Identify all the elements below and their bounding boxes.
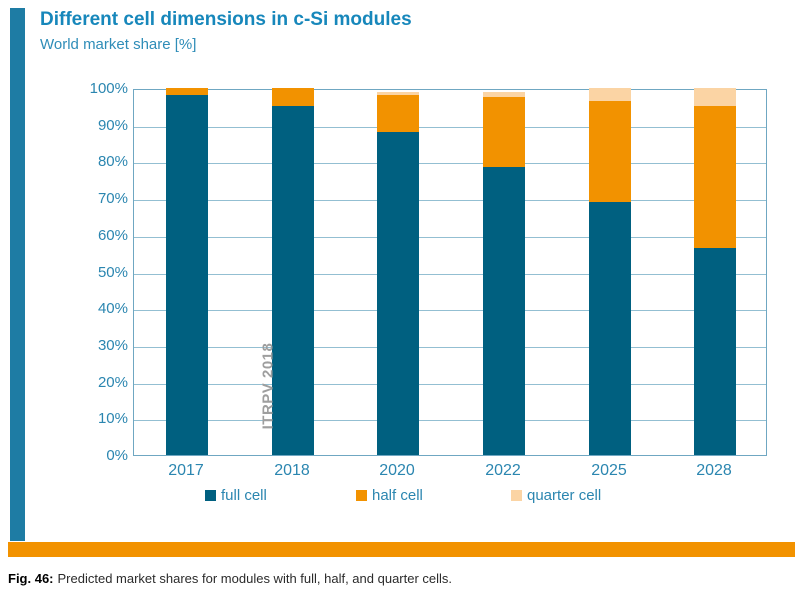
x-tick-2028: 2028 <box>696 462 732 479</box>
legend-item-half-cell: half cell <box>356 487 423 504</box>
bar-segment-quarter-cell-2028 <box>694 88 736 107</box>
bar-segment-full-cell-2022 <box>483 166 525 455</box>
y-tick-50: 50% <box>97 264 128 281</box>
legend-label: full cell <box>221 487 267 504</box>
full-cell-swatch-icon <box>205 490 216 501</box>
gridline-60 <box>134 237 766 238</box>
y-tick-40: 40% <box>97 300 128 317</box>
left-accent-bar <box>10 8 25 541</box>
chart-legend: full cell half cell quarter cell <box>0 487 800 507</box>
y-tick-0: 0% <box>106 447 128 464</box>
y-tick-10: 10% <box>97 410 128 427</box>
y-tick-30: 30% <box>97 337 128 354</box>
legend-item-quarter-cell: quarter cell <box>511 487 601 504</box>
chart-subtitle: World market share [%] <box>40 36 197 53</box>
bar-segment-half-cell-2017 <box>166 88 208 96</box>
bar-segment-quarter-cell-2025 <box>589 88 631 101</box>
bar-2018 <box>272 88 314 455</box>
bar-segment-half-cell-2028 <box>694 106 736 248</box>
bar-2022 <box>483 90 525 455</box>
y-tick-80: 80% <box>97 153 128 170</box>
plot-area <box>133 88 767 456</box>
figure-number: Fig. 46: <box>8 571 54 586</box>
bar-2025 <box>589 88 631 455</box>
bar-segment-half-cell-2022 <box>483 97 525 167</box>
gridline-20 <box>134 384 766 385</box>
bar-segment-half-cell-2020 <box>377 95 419 133</box>
gridline-40 <box>134 310 766 311</box>
x-tick-2020: 2020 <box>379 462 415 479</box>
y-tick-60: 60% <box>97 227 128 244</box>
x-tick-2022: 2022 <box>485 462 521 479</box>
gridline-90 <box>134 127 766 128</box>
y-tick-100: 100% <box>89 80 128 97</box>
bar-2020 <box>377 90 419 455</box>
bar-segment-full-cell-2017 <box>166 95 208 455</box>
y-tick-90: 90% <box>97 117 128 134</box>
bar-segment-quarter-cell-2020 <box>377 91 419 96</box>
bar-segment-quarter-cell-2022 <box>483 91 525 98</box>
footer-accent-bar <box>8 542 795 557</box>
bar-segment-half-cell-2025 <box>589 100 631 202</box>
bar-segment-half-cell-2018 <box>272 88 314 107</box>
legend-item-full-cell: full cell <box>205 487 267 504</box>
x-tick-2017: 2017 <box>168 462 204 479</box>
gridline-50 <box>134 274 766 275</box>
legend-label: quarter cell <box>527 487 602 504</box>
chart-title: Different cell dimensions in c-Si module… <box>40 9 412 30</box>
bar-segment-full-cell-2018 <box>272 106 314 455</box>
gridline-80 <box>134 163 766 164</box>
itrpv-annotation: ITRPV 2018 <box>259 342 277 430</box>
gridline-10 <box>134 420 766 421</box>
x-tick-2025: 2025 <box>591 462 627 479</box>
figure-caption: Fig. 46: Predicted market shares for modu… <box>8 571 452 586</box>
bar-2028 <box>694 88 736 455</box>
gridline-30 <box>134 347 766 348</box>
bar-segment-full-cell-2028 <box>694 247 736 455</box>
bar-segment-full-cell-2020 <box>377 132 419 455</box>
bar-2017 <box>166 88 208 455</box>
x-tick-2018: 2018 <box>274 462 310 479</box>
y-tick-70: 70% <box>97 190 128 207</box>
figure-caption-text: Predicted market shares for modules with… <box>57 571 453 586</box>
legend-label: half cell <box>372 487 423 504</box>
quarter-cell-swatch-icon <box>511 490 522 501</box>
bar-segment-full-cell-2025 <box>589 201 631 455</box>
y-tick-20: 20% <box>97 374 128 391</box>
gridline-70 <box>134 200 766 201</box>
half-cell-swatch-icon <box>356 490 367 501</box>
